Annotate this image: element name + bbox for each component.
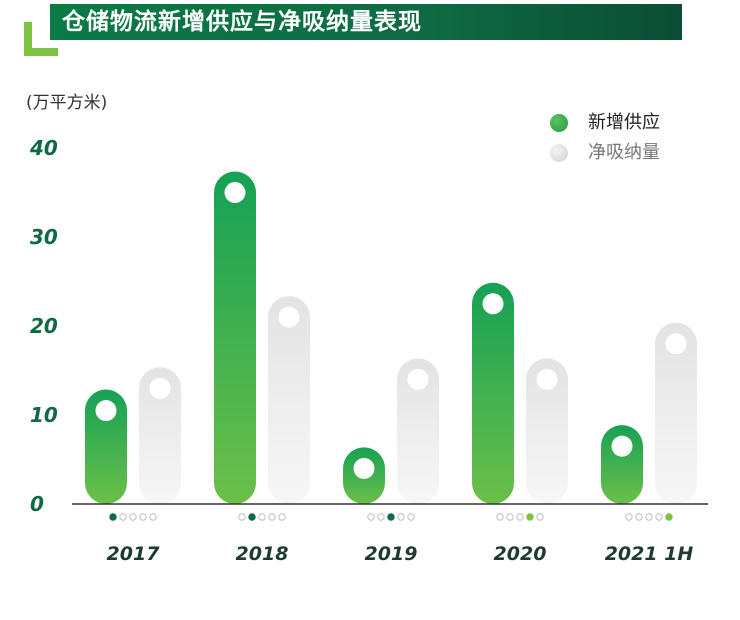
bar-marker-absorption-2020 — [536, 368, 558, 390]
pagination-dot — [139, 513, 147, 521]
bar-marker-supply-2019 — [353, 457, 375, 479]
y-tick-label-0: 0 — [30, 492, 44, 516]
legend-label-absorption: 净吸纳量 — [588, 142, 660, 163]
unit-label: (万平方米) — [26, 93, 108, 113]
pagination-dot-active — [387, 513, 395, 521]
y-axis-ticks: 0 10 20 30 40 — [29, 136, 58, 516]
bar-marker-absorption-2019 — [407, 368, 429, 390]
bars — [85, 171, 697, 504]
y-tick-label-20: 20 — [30, 314, 58, 338]
y-tick-label-30: 30 — [30, 225, 58, 249]
bar-supply-2017 — [85, 389, 127, 504]
pagination-dot — [536, 513, 544, 521]
pagination-dot — [238, 513, 246, 521]
page-title: 仓储物流新增供应与净吸纳量表现 — [62, 9, 422, 35]
bar-marker-absorption-2021-1H — [665, 333, 687, 355]
pagination-dot — [397, 513, 405, 521]
pagination-dot-active — [665, 513, 673, 521]
pagination-dot — [516, 513, 524, 521]
y-tick-label-40: 40 — [29, 136, 58, 160]
pagination-dot — [258, 513, 266, 521]
x-tick-label-2020: 2020 — [494, 543, 547, 565]
bar-supply-2018 — [214, 171, 256, 504]
legend-dot-supply — [550, 114, 568, 132]
pagination-dot — [149, 513, 157, 521]
bar-absorption-2020 — [526, 358, 568, 504]
title-corner-decoration — [24, 22, 58, 56]
pagination-dot-active — [109, 513, 117, 521]
pagination-dot-active — [526, 513, 534, 521]
pagination-dot — [635, 513, 643, 521]
bar-supply-2021-1H — [601, 425, 643, 504]
bar-marker-absorption-2017 — [149, 377, 171, 399]
x-tick-label-2017: 2017 — [107, 543, 161, 565]
pagination-dot — [496, 513, 504, 521]
pagination-dot — [278, 513, 286, 521]
bar-marker-supply-2018 — [224, 182, 246, 203]
legend-dot-absorption — [550, 144, 568, 162]
pagination-dot — [119, 513, 127, 521]
pagination-dot — [645, 513, 653, 521]
x-axis-labels: 2017 2018 2019 2020 2021 1H — [107, 543, 694, 565]
pagination-dot — [407, 513, 415, 521]
x-tick-label-2019: 2019 — [365, 543, 418, 565]
pagination-dot — [268, 513, 276, 521]
pagination-dot — [655, 513, 663, 521]
pagination-dot — [625, 513, 633, 521]
bar-marker-absorption-2018 — [278, 306, 300, 328]
bar-absorption-2019 — [397, 358, 439, 504]
y-tick-label-10: 10 — [30, 403, 58, 427]
pagination-dot — [367, 513, 375, 521]
pagination-dot — [377, 513, 385, 521]
pagination-dot — [129, 513, 137, 521]
x-tick-label-2018: 2018 — [236, 543, 289, 565]
pagination-dots — [109, 513, 673, 521]
bar-absorption-2018 — [268, 296, 310, 504]
bar-supply-2020 — [472, 282, 514, 504]
pagination-dot — [506, 513, 514, 521]
bar-marker-supply-2020 — [482, 293, 504, 315]
x-tick-label-2021-1H: 2021 1H — [605, 543, 694, 565]
bar-marker-supply-2021-1H — [611, 435, 633, 457]
pagination-dot-active — [248, 513, 256, 521]
bar-absorption-2021-1H — [655, 322, 697, 504]
legend-label-supply: 新增供应 — [588, 112, 660, 133]
bar-absorption-2017 — [139, 367, 181, 504]
title-bar: 仓储物流新增供应与净吸纳量表现 — [50, 4, 682, 40]
bar-marker-supply-2017 — [95, 400, 117, 422]
